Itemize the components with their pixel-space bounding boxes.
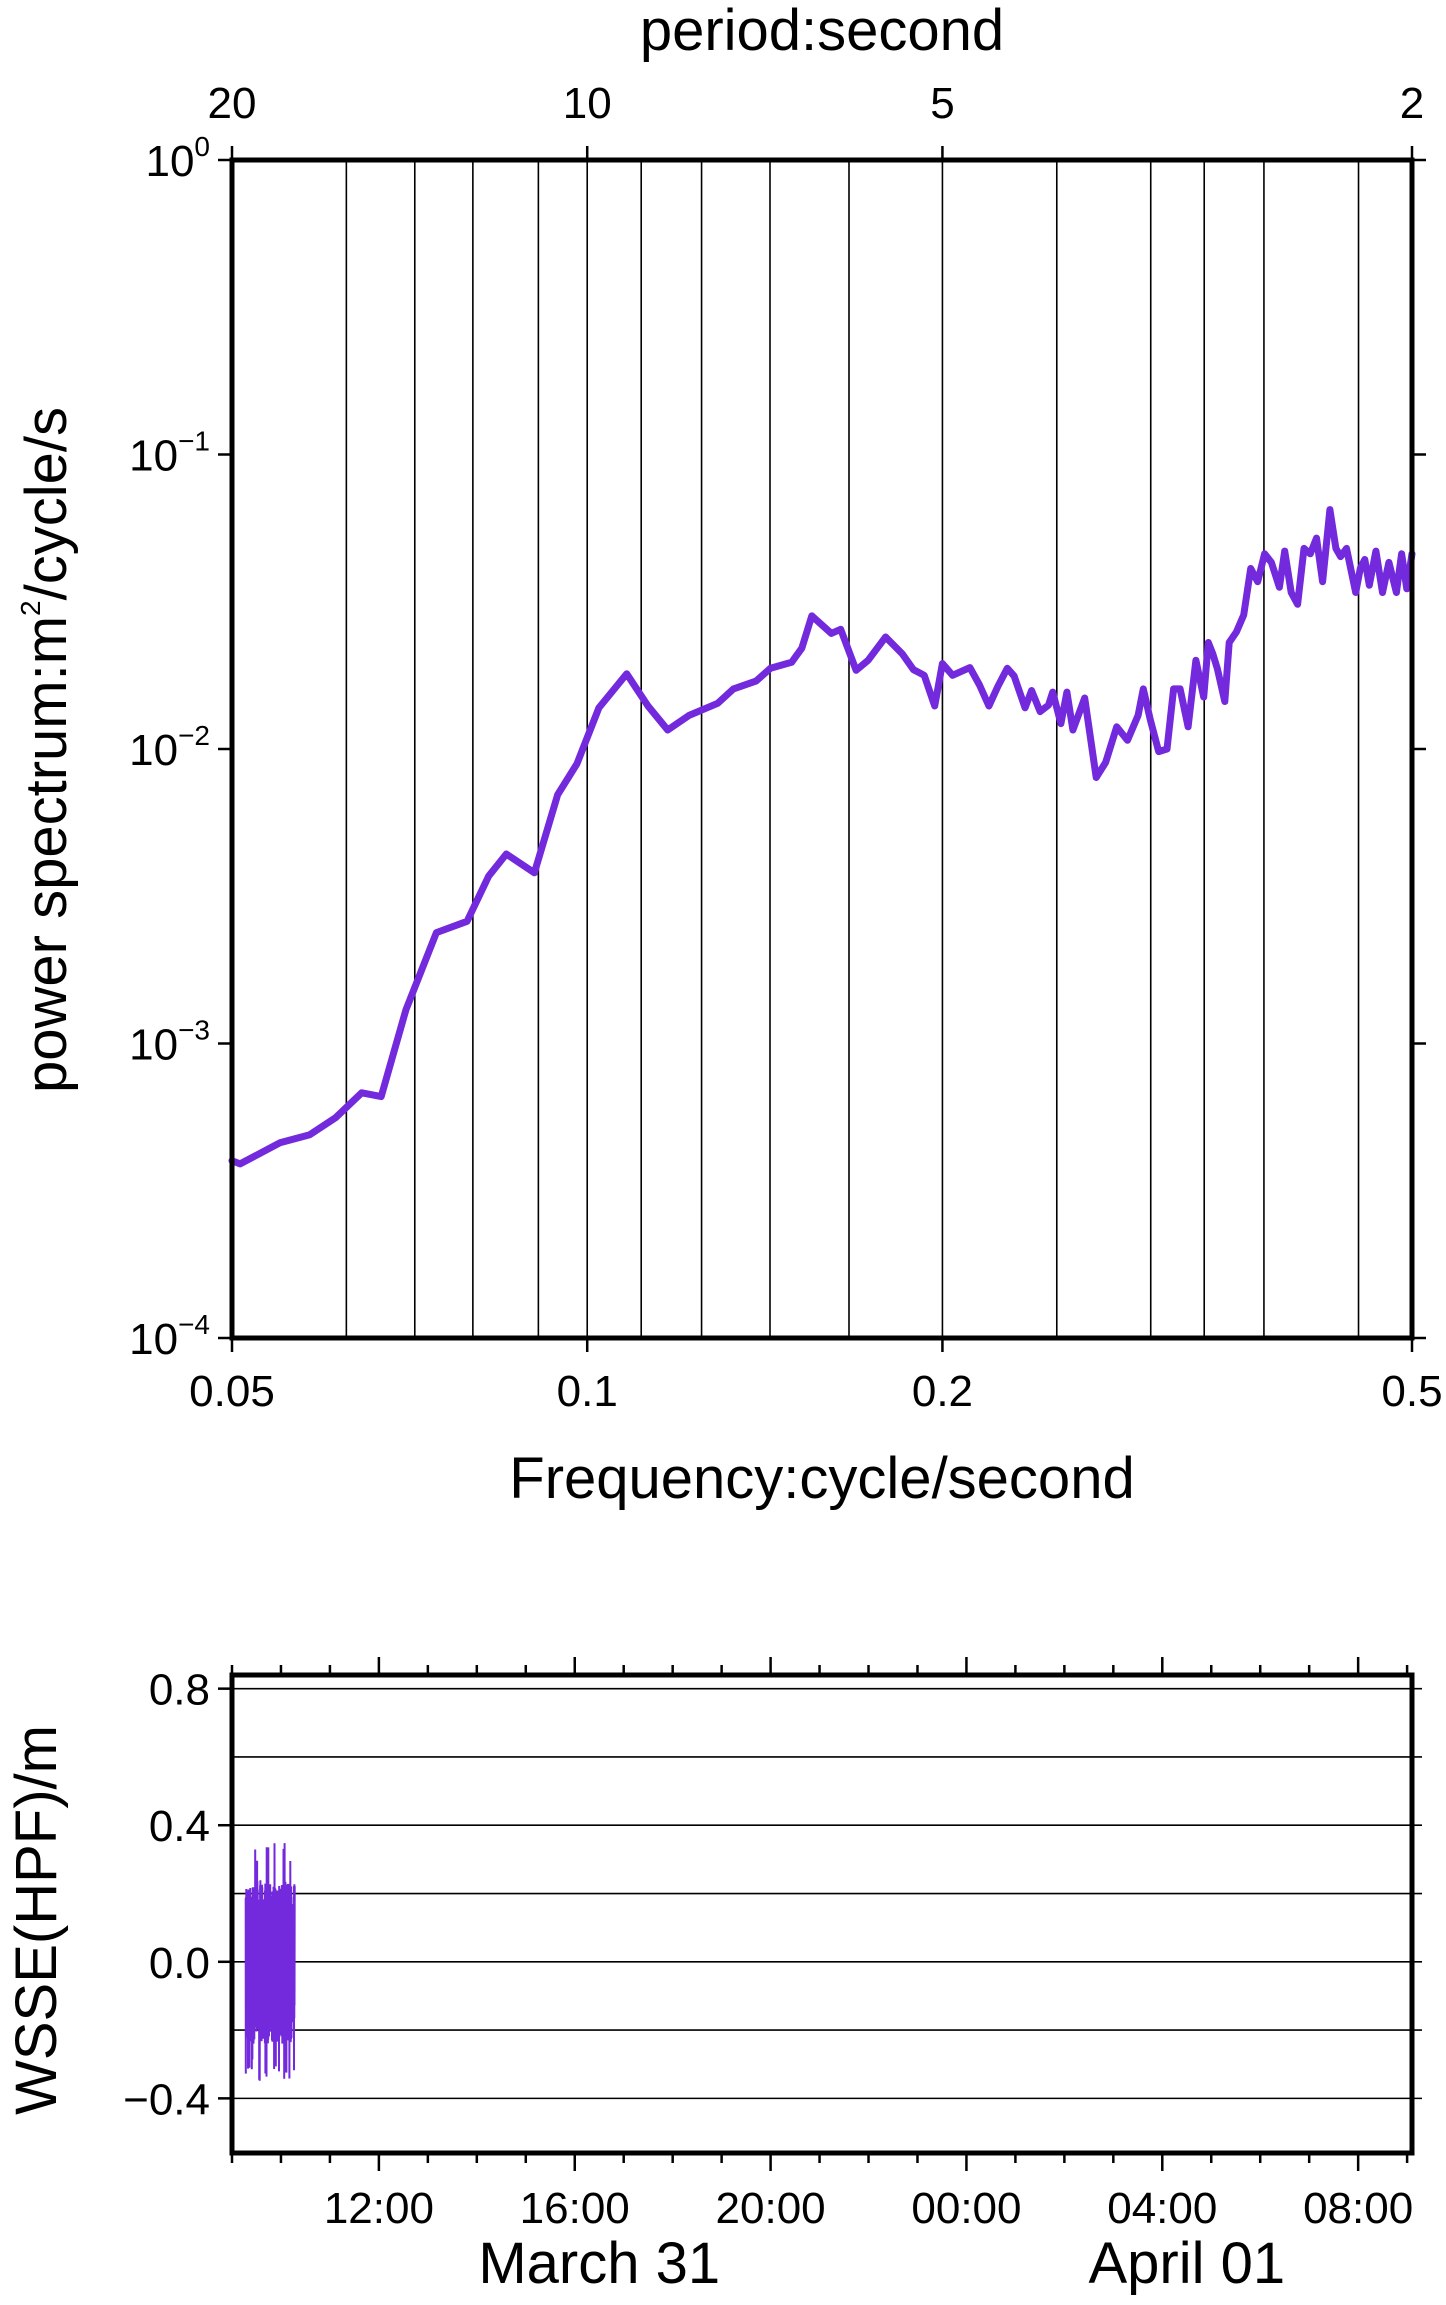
y-tick-base: 10 (129, 1021, 178, 1070)
x-tick-label: 0.1 (557, 1367, 618, 1416)
axis-ticks (218, 146, 1426, 1352)
y-tick-base: 10 (129, 726, 178, 775)
y-tick-exponent: −3 (178, 1015, 210, 1046)
x-tick-label: 0.05 (189, 1367, 275, 1416)
wave-y-tick-label: 0.0 (149, 1939, 210, 1988)
vertical-gridlines (345, 160, 1360, 1338)
spectrum-plot-frame (229, 157, 1415, 1341)
y-axis-label: power spectrum:m2/cycle/s (14, 407, 79, 1093)
y-tick-label: 100 (145, 131, 210, 186)
period-tick-label: 2 (1400, 79, 1424, 128)
period-tick-labels: 20 10 5 2 (208, 79, 1425, 128)
y-tick-label: 10−4 (129, 1309, 210, 1364)
wave-series-line (244, 1843, 296, 2081)
time-tick-label: 12:00 (324, 2184, 434, 2233)
x-tick-labels: 0.05 0.1 0.2 0.5 (189, 1367, 1442, 1416)
date-label: April 01 (1088, 2231, 1285, 2296)
x-tick-label: 0.2 (912, 1367, 973, 1416)
wave-y-tick-label: 0.8 (149, 1666, 210, 1715)
time-axis-ticks (218, 1657, 1409, 2171)
date-labels: March 31 April 01 (478, 2231, 1285, 2296)
y-tick-label: 10−2 (129, 720, 210, 775)
spectrum-chart: 0.05 0.1 0.2 0.5 20 10 5 2 10010−110−210−310−4… (14, 0, 1443, 1511)
y-tick-label: 10−3 (129, 1015, 210, 1070)
wave-y-axis-label: WSSE(HPF)/m (4, 1725, 69, 2115)
period-tick-label: 10 (563, 79, 612, 128)
y-tick-label: 10−1 (129, 426, 210, 481)
period-tick-label: 20 (208, 79, 257, 128)
spectrum-series-line (228, 506, 1416, 1168)
time-tick-label: 16:00 (520, 2184, 630, 2233)
x-tick-label: 0.5 (1381, 1367, 1442, 1416)
horizontal-gridlines (232, 1687, 1422, 2100)
x-axis-label: Frequency:cycle/second (509, 1446, 1134, 1511)
y-tick-exponent: −1 (178, 426, 210, 457)
y-tick-base: 10 (145, 137, 194, 186)
wave-y-tick-label: −0.4 (123, 2075, 210, 2124)
time-tick-label: 20:00 (716, 2184, 826, 2233)
time-tick-labels: 12:00 16:00 20:00 00:00 04:00 08:00 (324, 2184, 1413, 2233)
y-tick-exponent: 0 (194, 131, 210, 162)
y-tick-exponent: −2 (178, 720, 210, 751)
y-axis-label-rest: /cycle/s (14, 407, 79, 600)
y-axis-label-superscript: 2 (15, 600, 46, 616)
wave-y-tick-label: 0.4 (149, 1802, 210, 1851)
time-tick-label: 04:00 (1107, 2184, 1217, 2233)
y-tick-exponent: −4 (178, 1309, 210, 1340)
time-tick-label: 08:00 (1303, 2184, 1413, 2233)
time-tick-label: 00:00 (911, 2184, 1021, 2233)
date-label: March 31 (478, 2231, 720, 2296)
wave-series-chart: 0.8 0.4 0.0 −0.4 12:00 16:00 20:00 00:00 04:00 0… (4, 1657, 1422, 2296)
y-tick-labels: 0.8 0.4 0.0 −0.4 (123, 1666, 210, 2125)
period-tick-label: 5 (930, 79, 954, 128)
wave-plot-frame (229, 1672, 1415, 2156)
period-axis-label: period:second (640, 0, 1004, 63)
y-tick-base: 10 (129, 432, 178, 481)
y-tick-base: 10 (129, 1315, 178, 1364)
y-axis-label-main: power spectrum:m (14, 616, 79, 1093)
